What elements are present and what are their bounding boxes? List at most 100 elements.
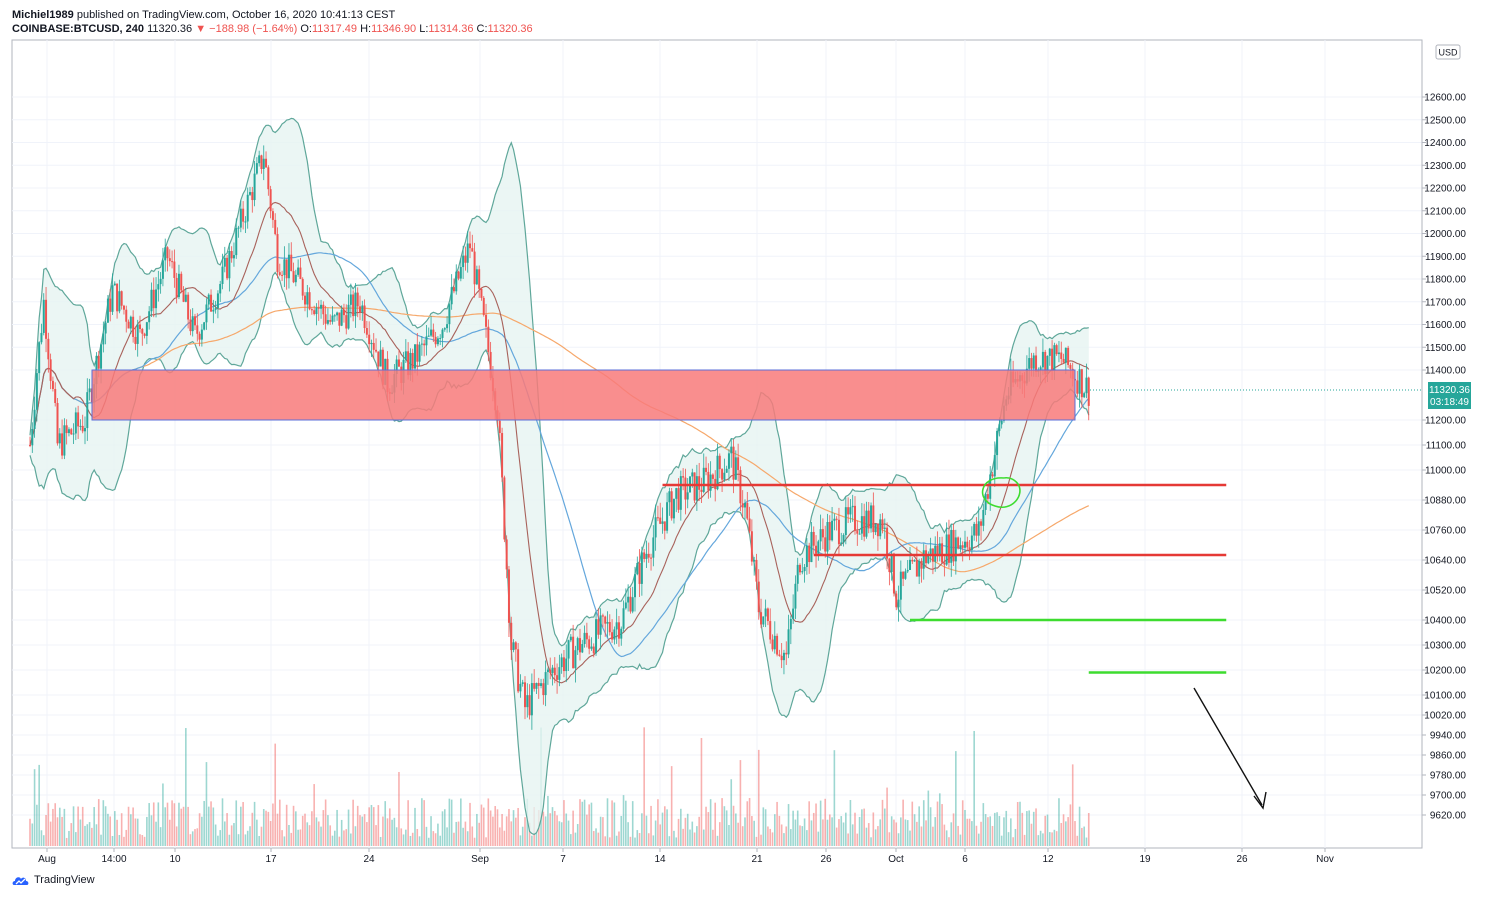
volume-bar [833,750,836,846]
candle-body [338,312,341,326]
candle-body [74,412,77,434]
candle-body [475,269,478,285]
candle-body [734,457,737,480]
candle-body [906,569,909,572]
candle-body [223,257,226,267]
volume-bar [393,817,396,846]
time-axis[interactable]: Aug 14:00 10 17 24 Sep 7 14 21 26 Oct 6 12 19 26 Nov [38,848,1334,865]
volume-bar [1046,814,1049,846]
volume-bar [1060,822,1063,846]
volume-bar [256,819,258,846]
candle-body [292,271,295,283]
candle-body [397,359,400,367]
candle-body [329,320,332,322]
candle-body [755,559,758,582]
x-tick-label: 14 [654,854,666,865]
close-value: 11320.36 [487,23,533,35]
candle-body [466,243,469,263]
volume-bar [168,819,171,846]
candle-body [636,562,639,575]
volume-bar [130,814,132,846]
candle-body [613,629,616,640]
volume-bar [363,814,366,846]
volume-bar [521,826,524,846]
candle-body [67,429,70,434]
candle-body [315,307,318,315]
candle-body [356,292,359,307]
volume-bar [237,834,240,846]
candle-body [1060,352,1063,359]
volume-bar [1048,832,1051,846]
candle-body [420,343,423,345]
volume-bar [368,807,370,846]
currency-badge[interactable]: USD [1435,44,1461,60]
volume-bar [450,799,453,846]
volume-bar [1010,818,1012,846]
volume-bar [698,816,700,846]
volume-bar [957,825,959,846]
volume-bar [272,803,274,846]
publisher-name[interactable]: Michiel1989 [12,9,74,21]
volume-bar [831,817,833,846]
volume-bar [1028,810,1030,846]
candle-body [372,342,375,350]
volume-bar [212,807,215,846]
volume-bar [113,811,116,846]
x-tick-label: 12 [1042,854,1054,865]
candle-body [425,336,428,346]
candle-body [521,682,524,684]
volume-bar [489,810,492,846]
candle-body [235,228,238,256]
candle-body [452,287,455,292]
candle-body [968,547,971,551]
candle-body [899,571,902,600]
candle-body [679,476,682,510]
volume-bar [975,825,978,846]
volume-bar [629,836,632,846]
volume-bar [611,800,613,846]
high-label: H: [360,23,372,35]
candle-body [274,219,277,235]
candle-body [278,272,281,275]
volume-bar [696,826,698,846]
volume-bar [755,836,758,846]
x-tick-label: 6 [962,854,968,865]
volume-bar [198,813,201,846]
volume-bar [608,837,611,846]
candle-body [301,278,304,296]
volume-bar [262,809,265,846]
volume-bar [861,809,863,846]
volume-bar [1067,817,1069,846]
volume-bar [657,799,659,846]
candle-body [890,553,893,573]
volume-bar [1000,835,1003,846]
volume-bar [136,818,139,846]
volume-bar [817,831,820,846]
candle-body [606,622,609,624]
volume-bar [835,827,838,846]
volume-bar [1012,837,1014,846]
candle-body [815,545,818,554]
candle-body [61,433,64,456]
plot-area[interactable] [11,39,1423,849]
volume-bar [95,824,98,846]
candle-body [840,542,843,545]
candle-body [819,529,822,542]
tradingview-logo[interactable]: TradingView [12,874,95,886]
price-axis[interactable]: 12600.00 12500.00 12400.00 12300.00 12200.00… [1422,93,1466,822]
candle-body [918,560,921,577]
y-tick-label: 12000.00 [1424,229,1466,240]
volume-bar [677,818,680,846]
volume-bar [556,815,558,846]
candle-body [269,189,272,212]
volume-bar [494,806,497,846]
volume-bar [1005,810,1008,846]
candle-body [854,505,856,531]
volume-bar [281,830,283,846]
candle-body [441,329,444,338]
tradingview-cloud-icon [12,877,29,885]
volume-bar [998,816,1001,846]
volume-bar [604,836,607,846]
volume-bar [964,810,966,846]
